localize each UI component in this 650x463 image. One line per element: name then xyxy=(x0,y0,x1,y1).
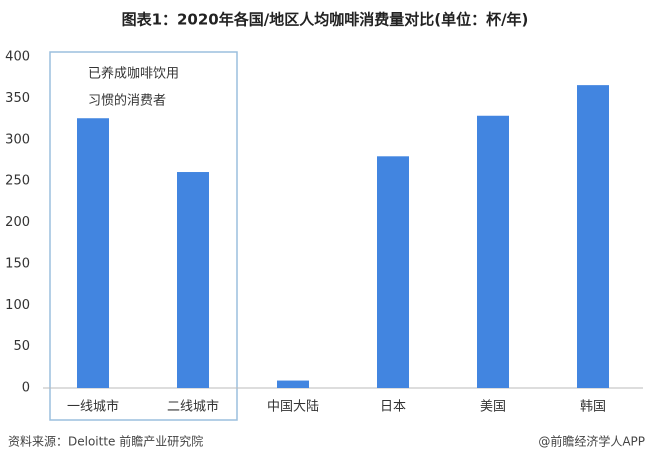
x-tick-label: 二线城市 xyxy=(167,399,219,415)
x-tick-label: 美国 xyxy=(480,400,506,415)
x-tick-label: 中国大陆 xyxy=(267,399,319,415)
y-tick-label: 100 xyxy=(5,298,30,313)
annotation: 习惯的消费者 xyxy=(88,93,166,109)
y-tick-label: 250 xyxy=(5,174,30,189)
chart-title: 图表1：2020年各国/地区人均咖啡消费量对比(单位：杯/年) xyxy=(122,11,529,29)
x-tick-label: 日本 xyxy=(380,400,406,415)
y-tick-label: 0 xyxy=(22,381,30,396)
y-tick-label: 50 xyxy=(13,339,30,354)
y-tick-label: 400 xyxy=(5,50,30,65)
source: 资料来源：Deloitte 前瞻产业研究院 xyxy=(8,434,203,449)
bar xyxy=(377,156,409,388)
bar xyxy=(477,115,509,388)
y-tick-label: 300 xyxy=(5,132,30,147)
credit: @前瞻经济学人APP xyxy=(538,434,645,449)
y-tick-label: 150 xyxy=(5,256,30,271)
x-tick-label: 韩国 xyxy=(580,400,606,415)
bar xyxy=(177,172,209,388)
y-tick-label: 350 xyxy=(5,91,30,106)
x-tick-label: 一线城市 xyxy=(67,399,119,415)
bar xyxy=(577,85,609,388)
bar xyxy=(77,118,109,389)
y-tick-label: 200 xyxy=(5,215,30,230)
bar xyxy=(277,380,309,388)
annotation: 已养成咖啡饮用 xyxy=(88,66,179,82)
highlight-box xyxy=(49,51,238,421)
